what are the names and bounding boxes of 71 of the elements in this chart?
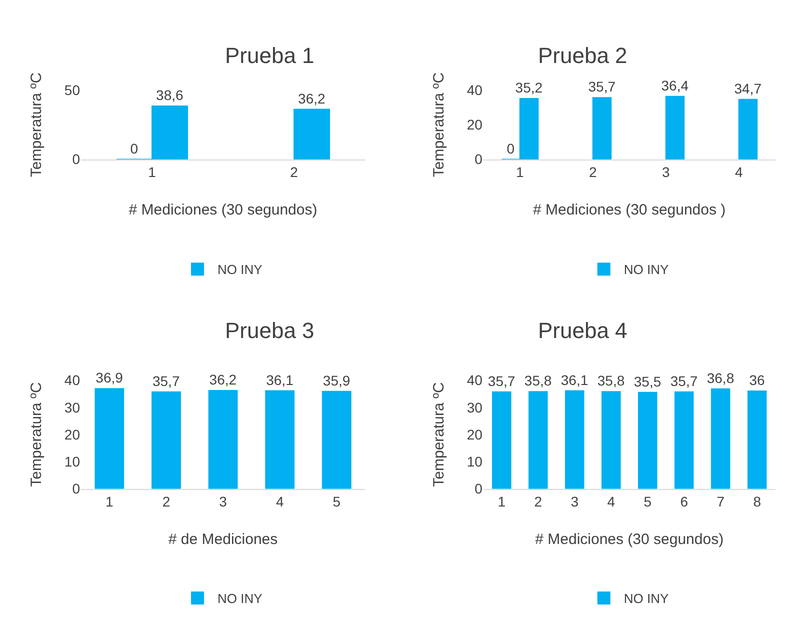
y-tick-label: 20	[466, 426, 483, 442]
y-tick-label: 50	[64, 82, 80, 98]
x-tick-label: 4	[734, 164, 743, 180]
x-tick-label: 5	[644, 494, 652, 510]
x-axis-title: # Mediciones (30 segundos)	[535, 530, 724, 548]
y-tick-label: 40	[466, 372, 483, 388]
y-tick-label: 0	[474, 151, 483, 168]
x-tick-label: 5	[332, 494, 341, 510]
x-tick-label: 8	[753, 494, 762, 510]
legend-label: NO INY	[218, 262, 263, 278]
data-label: 36,1	[266, 372, 294, 388]
y-tick-label: 40	[64, 372, 80, 388]
data-label: 0	[130, 140, 138, 156]
x-tick-label: 1	[148, 164, 156, 180]
y-tick-label: 0	[72, 151, 80, 168]
y-tick-label: 30	[466, 399, 483, 416]
data-label: 35,7	[152, 372, 180, 389]
data-label: 36,8	[706, 370, 734, 386]
y-tick-label: 0	[72, 480, 80, 497]
y-axis-title: Temperatura ºC	[28, 72, 46, 178]
data-label: 34,7	[734, 80, 762, 96]
x-tick-label: 1	[498, 494, 506, 510]
x-axis-title: # de Mediciones	[168, 530, 278, 548]
data-label: 35,2	[515, 80, 543, 96]
data-label: 36	[749, 372, 765, 388]
legend-label: NO INY	[624, 262, 669, 278]
y-tick-label: 30	[64, 399, 80, 416]
y-tick-label: 40	[466, 82, 483, 98]
y-axis-title: Temperatura ºC	[28, 382, 46, 487]
y-tick-label: 10	[466, 454, 483, 470]
y-tick-label: 0	[474, 480, 483, 497]
y-tick-label: 20	[466, 116, 483, 133]
x-axis-title: # Mediciones (30 segundos)	[128, 201, 318, 218]
x-tick-label: 4	[276, 494, 284, 510]
data-label: 0	[506, 140, 515, 156]
data-label: 35,7	[670, 372, 698, 389]
y-tick-label: 10	[64, 454, 80, 470]
data-label: 35,9	[322, 372, 350, 388]
data-label: 35,5	[634, 373, 662, 390]
data-label: 36,2	[298, 90, 326, 106]
x-tick-label: 2	[588, 164, 597, 180]
chart-title: Prueba 2	[538, 43, 628, 68]
y-axis-title: Temperatura ºC	[430, 382, 448, 487]
y-axis-title: Temperatura ºC	[430, 72, 448, 178]
data-label: 35,8	[597, 372, 625, 389]
data-label: 35,7	[488, 372, 516, 389]
data-label: 38,6	[156, 86, 184, 103]
x-tick-label: 4	[607, 494, 616, 510]
x-tick-label: 7	[716, 494, 725, 510]
x-tick-label: 3	[219, 494, 228, 510]
legend-label: NO INY	[218, 591, 263, 606]
data-label: 36,2	[209, 372, 237, 388]
x-tick-label: 2	[290, 164, 298, 180]
x-tick-label: 2	[162, 494, 170, 510]
data-label: 36,9	[96, 370, 124, 386]
chart-title: Prueba 4	[538, 318, 628, 343]
x-tick-label: 6	[680, 494, 688, 510]
data-label: 36,4	[661, 77, 689, 94]
x-tick-label: 2	[534, 494, 542, 510]
x-tick-label: 1	[516, 164, 524, 180]
x-tick-label: 3	[662, 164, 670, 180]
data-label: 35,8	[524, 372, 552, 389]
y-tick-label: 20	[64, 426, 80, 442]
data-label: 35,7	[588, 78, 616, 95]
x-axis-title: # Mediciones (30 segundos )	[533, 201, 726, 218]
x-tick-label: 1	[106, 494, 114, 510]
x-tick-label: 3	[570, 494, 579, 510]
data-label: 36,1	[560, 372, 588, 388]
chart-title: Prueba 3	[225, 318, 314, 343]
legend-label: NO INY	[624, 591, 669, 606]
chart-title: Prueba 1	[225, 43, 314, 68]
